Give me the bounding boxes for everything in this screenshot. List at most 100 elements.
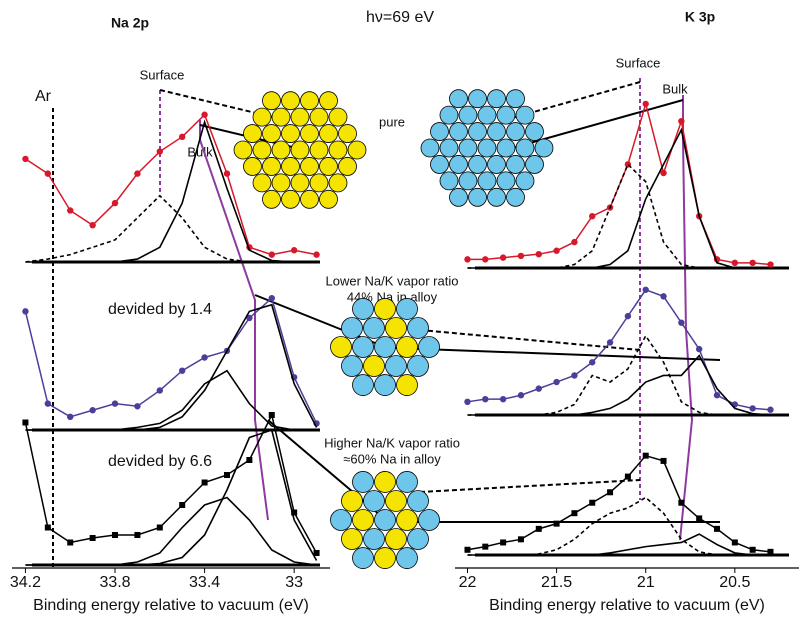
atom xyxy=(243,124,262,143)
atom xyxy=(252,173,272,193)
photon-energy: hν=69 eV xyxy=(366,9,434,26)
atom xyxy=(363,528,385,550)
atom xyxy=(243,157,262,176)
atom xyxy=(515,105,535,125)
atom xyxy=(271,173,291,193)
atom xyxy=(449,89,468,109)
atom xyxy=(281,157,300,176)
atom xyxy=(262,91,281,111)
fit-component xyxy=(467,533,771,556)
atom xyxy=(347,140,367,160)
atom xyxy=(407,317,429,339)
pure-label: pure xyxy=(379,114,405,129)
fit-component xyxy=(25,119,317,263)
atom xyxy=(506,89,525,109)
atom xyxy=(439,171,459,191)
data-trace xyxy=(24,296,318,424)
atom xyxy=(341,355,363,377)
condition-label: Lower Na/K vapor ratio xyxy=(326,273,459,288)
atom xyxy=(352,509,374,531)
atom xyxy=(385,355,407,377)
atom xyxy=(418,336,440,358)
atom xyxy=(430,122,449,141)
annotation: devided by 6.6 xyxy=(108,453,212,470)
atom xyxy=(319,124,338,143)
fit-component xyxy=(25,496,317,566)
x-axis-label: Binding energy relative to vacuum (eV) xyxy=(489,597,765,614)
atom xyxy=(341,317,363,339)
atom xyxy=(252,140,272,160)
atom xyxy=(396,298,418,320)
atom xyxy=(439,105,459,125)
condition-label: ≈60% Na in alloy xyxy=(343,451,441,466)
atom xyxy=(341,490,363,512)
atom xyxy=(449,155,468,174)
atom-clusters xyxy=(233,89,554,569)
atom xyxy=(281,124,300,143)
atom xyxy=(487,89,506,109)
atom xyxy=(449,122,468,141)
bulk-guide xyxy=(679,95,694,541)
atom xyxy=(352,547,374,569)
bulk-label: Bulk xyxy=(662,81,688,96)
data-trace xyxy=(24,412,318,554)
data-trace xyxy=(467,454,771,553)
atom xyxy=(330,336,352,358)
atom xyxy=(468,155,487,174)
atom xyxy=(477,171,497,191)
atom xyxy=(328,140,348,160)
atom xyxy=(385,317,407,339)
x-tick-label: 22 xyxy=(459,574,477,591)
atom xyxy=(309,107,329,127)
condition-label: Higher Na/K vapor ratio xyxy=(324,435,460,450)
atom xyxy=(262,189,281,209)
atom xyxy=(271,140,291,160)
atom xyxy=(374,471,396,493)
fit-component xyxy=(25,428,318,566)
atom xyxy=(525,155,544,174)
atom xyxy=(271,107,291,127)
atom xyxy=(363,355,385,377)
annotation: devided by 1.4 xyxy=(108,301,212,318)
atom xyxy=(385,528,407,550)
atom xyxy=(300,157,319,176)
atom xyxy=(374,298,396,320)
atom xyxy=(506,187,525,207)
atom xyxy=(352,336,374,358)
atom xyxy=(396,374,418,396)
bulk-label: Bulk xyxy=(187,144,213,159)
atom xyxy=(330,509,352,531)
atom xyxy=(515,138,535,158)
x-tick-label: 33 xyxy=(285,574,303,591)
panel-title: K 3p xyxy=(685,9,715,25)
atom xyxy=(496,105,516,125)
atom xyxy=(458,171,478,191)
atom xyxy=(396,336,418,358)
atom xyxy=(300,124,319,143)
atom xyxy=(396,547,418,569)
atom xyxy=(458,138,478,158)
atom xyxy=(515,171,535,191)
x-tick-label: 33.4 xyxy=(189,574,220,591)
atom xyxy=(290,107,310,127)
atom xyxy=(468,122,487,141)
atom xyxy=(439,138,459,158)
atom xyxy=(477,138,497,158)
atom xyxy=(352,471,374,493)
atom xyxy=(300,189,319,209)
data-trace xyxy=(467,288,771,411)
atom xyxy=(506,155,525,174)
atom xyxy=(363,317,385,339)
atom xyxy=(262,124,281,143)
atom xyxy=(233,140,253,160)
fit-component xyxy=(25,303,318,431)
x-tick-label: 21 xyxy=(637,574,655,591)
atom xyxy=(374,374,396,396)
atom xyxy=(418,509,440,531)
atom xyxy=(420,138,440,158)
atom xyxy=(407,490,429,512)
atom xyxy=(328,107,348,127)
atom xyxy=(319,91,338,111)
atom xyxy=(262,157,281,176)
